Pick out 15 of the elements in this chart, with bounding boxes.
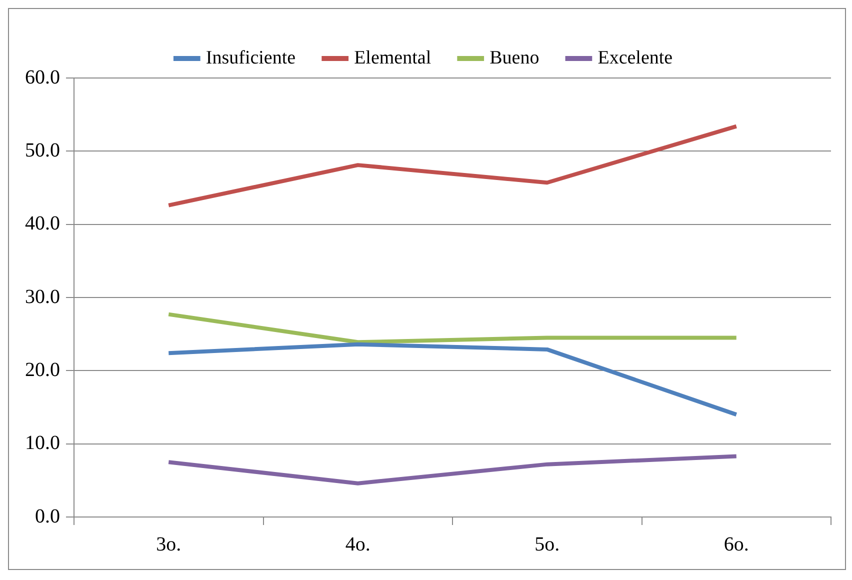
x-tick-label: 4o. xyxy=(345,533,370,556)
y-tick-label: 40.0 xyxy=(25,212,60,235)
legend-label: Bueno xyxy=(490,47,540,68)
y-tick-label: 60.0 xyxy=(25,66,60,88)
y-tick-label: 0.0 xyxy=(35,505,60,528)
legend-label: Insuficiente xyxy=(206,47,296,68)
legend-label: Elemental xyxy=(354,47,432,68)
y-tick-label: 10.0 xyxy=(25,432,60,454)
x-tick-label: 6o. xyxy=(724,533,749,556)
y-tick-label: 50.0 xyxy=(25,139,60,162)
x-tick-label: 3o. xyxy=(156,533,182,556)
y-tick-label: 20.0 xyxy=(25,358,60,381)
y-tick-label: 30.0 xyxy=(25,286,60,308)
legend-label: Excelente xyxy=(598,47,673,68)
x-tick-label: 5o. xyxy=(534,533,560,556)
